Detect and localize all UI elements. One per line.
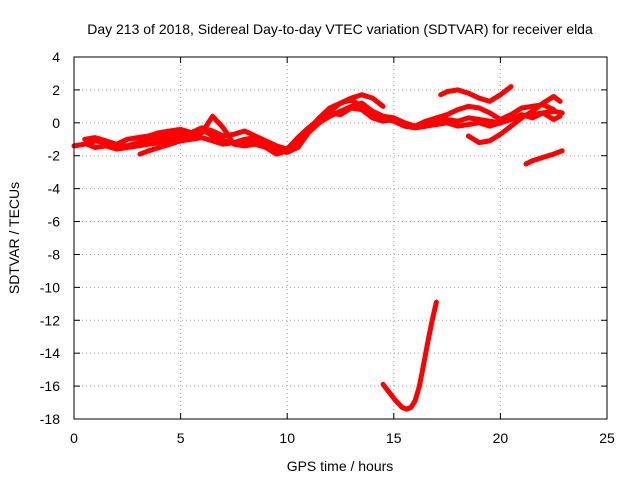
x-tick-label: 10 (279, 430, 295, 446)
y-tick-label: -2 (48, 148, 61, 164)
x-tick-label: 20 (493, 430, 509, 446)
series-line-track-7 (465, 94, 563, 146)
y-tick-label: -14 (40, 345, 60, 361)
x-tick-label: 0 (70, 430, 78, 446)
y-tick-label: -4 (48, 181, 61, 197)
y-tick-label: -12 (40, 312, 60, 328)
y-tick-label: 2 (52, 82, 60, 98)
series-line-track-8 (523, 148, 565, 167)
plot-frame (73, 56, 608, 420)
y-axis-label: SDTVAR / TECUs (6, 182, 22, 294)
series-line-track-4 (137, 135, 269, 157)
x-axis-label: GPS time / hours (287, 458, 394, 474)
y-tick-label: -6 (48, 214, 61, 230)
series-line-track-6 (438, 84, 514, 104)
series-line-track-2 (82, 100, 557, 155)
series-line-track-9 (380, 299, 439, 412)
y-tick-label: -8 (48, 246, 61, 262)
axis-ticks (73, 56, 608, 420)
series-line-track-5 (306, 92, 386, 132)
y-tick-label: -18 (40, 411, 60, 427)
chart-title: Day 213 of 2018, Sidereal Day-to-day VTE… (87, 21, 593, 37)
x-tick-label: 25 (599, 430, 615, 446)
y-tick-label: -16 (40, 378, 60, 394)
y-tick-label: 4 (52, 49, 60, 65)
x-tick-label: 15 (386, 430, 402, 446)
y-tick-label: -10 (40, 279, 60, 295)
y-tick-label: 0 (52, 115, 60, 131)
x-tick-label: 5 (177, 430, 185, 446)
series-group (71, 84, 565, 412)
